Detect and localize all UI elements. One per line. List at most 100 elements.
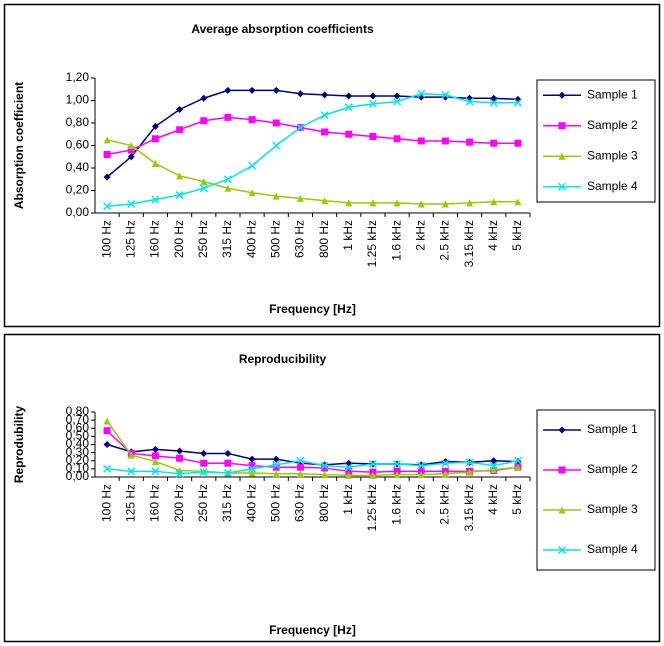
marker <box>272 463 280 471</box>
y-tick-label: 0,20 <box>66 453 90 467</box>
x-tick-label: 800 Hz <box>317 220 331 258</box>
marker <box>200 459 208 467</box>
marker <box>224 449 232 457</box>
marker <box>127 199 136 209</box>
marker <box>248 464 257 473</box>
y-tick-label: 0,40 <box>66 437 90 451</box>
x-tick-label: 1 kHz <box>341 484 355 515</box>
marker <box>248 116 256 124</box>
marker <box>127 153 135 161</box>
marker <box>368 459 377 469</box>
series-line <box>107 92 518 207</box>
x-tick-label: 5 kHz <box>510 484 524 515</box>
marker <box>466 138 474 146</box>
series-line <box>106 89 518 178</box>
x-tick-label: 500 Hz <box>268 484 282 522</box>
x-tick-label: 800 Hz <box>317 484 331 522</box>
x-tick-label: 125 Hz <box>123 220 137 258</box>
x-tick-label: 5 kHz <box>510 220 524 251</box>
legend-label: Sample 4 <box>587 542 638 556</box>
marker <box>151 195 160 204</box>
marker <box>200 94 208 102</box>
chart-title: Reproducibility <box>239 352 327 366</box>
marker <box>176 454 184 462</box>
marker <box>490 198 498 206</box>
y-axis-title: Reprodubility <box>12 406 26 484</box>
marker <box>417 137 425 145</box>
chart-title: Average absorption coefficients <box>191 22 374 36</box>
marker <box>151 458 159 466</box>
marker <box>490 139 498 147</box>
marker <box>248 161 257 170</box>
marker <box>200 449 208 457</box>
marker <box>224 459 232 467</box>
marker <box>224 113 232 121</box>
marker <box>175 469 184 478</box>
marker <box>223 468 232 477</box>
marker <box>272 470 280 478</box>
marker <box>151 160 159 167</box>
y-tick-label: 0,70 <box>66 412 90 426</box>
marker <box>393 97 402 106</box>
y-tick-label: 0,00 <box>66 205 90 219</box>
marker <box>248 462 256 470</box>
marker <box>272 460 281 469</box>
marker <box>345 471 353 479</box>
marker <box>489 98 498 107</box>
y-tick-label: 0,20 <box>66 183 90 197</box>
x-tick-label: 160 Hz <box>148 484 162 522</box>
series-line <box>107 459 519 475</box>
x-tick-label: 315 Hz <box>220 484 234 522</box>
marker <box>199 468 208 477</box>
x-tick-label: 1.6 kHz <box>389 220 403 261</box>
marker <box>489 461 498 470</box>
marker <box>272 119 280 127</box>
series-line <box>106 430 519 473</box>
marker <box>176 126 184 134</box>
legend-marker <box>558 426 566 434</box>
x-tick-label: 2 kHz <box>413 484 427 515</box>
marker <box>417 461 426 470</box>
marker <box>344 103 353 112</box>
marker <box>103 202 112 211</box>
marker <box>369 92 377 100</box>
marker <box>248 189 256 197</box>
marker <box>441 470 449 478</box>
marker <box>393 92 401 100</box>
x-tick-label: 3.15 kHz <box>462 220 476 267</box>
marker <box>320 461 329 470</box>
marker <box>151 122 159 130</box>
y-tick-label: 0,60 <box>66 420 90 434</box>
legend-marker <box>557 182 567 191</box>
legend-marker <box>558 152 566 160</box>
y-tick-label: 0,80 <box>66 115 90 129</box>
marker <box>103 441 111 448</box>
marker <box>466 468 474 476</box>
x-tick-label: 2 kHz <box>413 220 427 251</box>
marker <box>248 455 256 463</box>
marker <box>466 199 474 207</box>
y-tick-label: 0,50 <box>66 429 90 443</box>
legend-box <box>536 409 656 571</box>
legend-label: Sample 2 <box>587 118 638 132</box>
marker <box>368 99 377 108</box>
x-tick-label: 100 Hz <box>99 220 113 258</box>
series-line <box>106 139 518 205</box>
marker <box>369 471 377 479</box>
marker <box>465 458 474 467</box>
marker <box>176 447 184 455</box>
marker <box>296 90 304 98</box>
marker <box>248 86 256 94</box>
x-tick-label: 1.25 kHz <box>365 220 379 267</box>
marker <box>127 142 135 149</box>
marker <box>441 137 449 145</box>
marker <box>103 151 111 158</box>
marker <box>296 194 304 202</box>
marker <box>345 199 353 207</box>
marker <box>224 86 232 94</box>
x-tick-label: 400 Hz <box>244 220 258 258</box>
x-tick-label: 315 Hz <box>220 220 234 258</box>
marker <box>151 452 159 460</box>
marker <box>513 98 522 107</box>
